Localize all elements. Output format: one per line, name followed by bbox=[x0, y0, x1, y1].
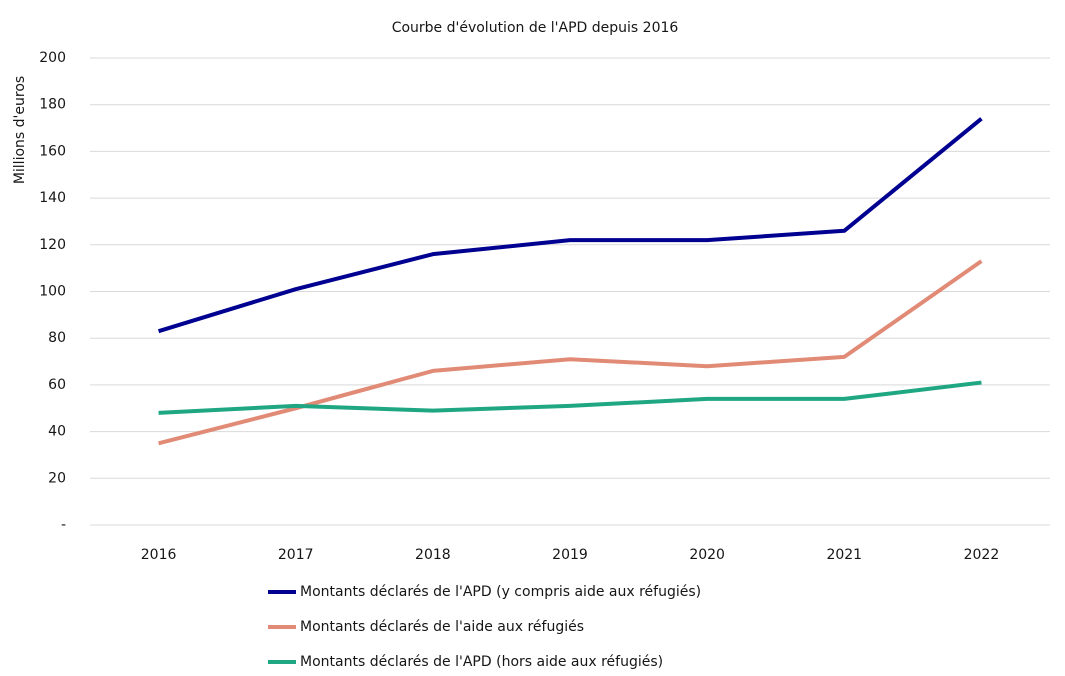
legend-label: Montants déclarés de l'aide aux réfugiés bbox=[300, 619, 584, 635]
y-tick-label: 100 bbox=[39, 284, 66, 300]
series-line bbox=[157, 117, 983, 334]
y-tick-label: 20 bbox=[48, 470, 66, 486]
y-tick-label: 40 bbox=[48, 424, 66, 440]
x-tick-label: 2021 bbox=[826, 547, 862, 563]
y-tick-label: 180 bbox=[39, 97, 66, 113]
x-tick-label: 2018 bbox=[415, 547, 451, 563]
x-tick-label: 2020 bbox=[689, 547, 725, 563]
series-line bbox=[158, 380, 982, 415]
series-line bbox=[158, 259, 983, 446]
y-tick-label: 160 bbox=[39, 143, 66, 159]
y-axis-label: Millions d'euros bbox=[12, 76, 28, 184]
x-tick-label: 2017 bbox=[278, 547, 314, 563]
y-tick-label: 80 bbox=[48, 330, 66, 346]
y-tick-label: 140 bbox=[39, 190, 66, 206]
x-tick-label: 2022 bbox=[964, 547, 1000, 563]
x-tick-label: 2016 bbox=[141, 547, 177, 563]
y-tick-label: - bbox=[61, 517, 66, 533]
legend-label: Montants déclarés de l'APD (y compris ai… bbox=[300, 584, 701, 600]
y-tick-label: 60 bbox=[48, 377, 66, 393]
chart-title: Courbe d'évolution de l'APD depuis 2016 bbox=[392, 20, 679, 36]
legend-label: Montants déclarés de l'APD (hors aide au… bbox=[300, 654, 663, 670]
y-tick-label: 200 bbox=[39, 50, 66, 66]
x-tick-label: 2019 bbox=[552, 547, 588, 563]
y-tick-label: 120 bbox=[39, 237, 66, 253]
